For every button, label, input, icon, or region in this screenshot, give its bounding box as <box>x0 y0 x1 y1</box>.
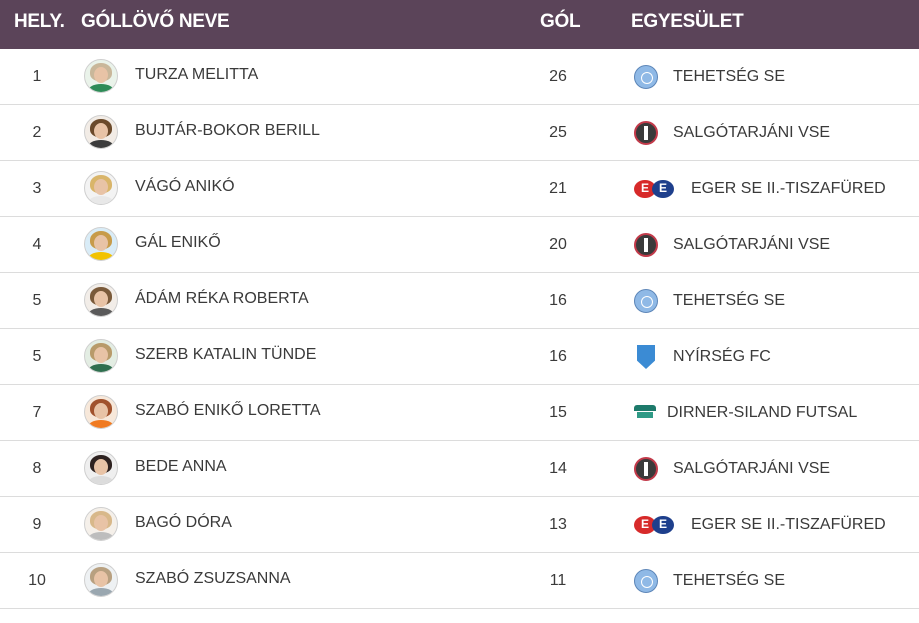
salgotarjani-vse-logo <box>634 233 658 257</box>
salgotarjani-vse-logo <box>634 121 658 145</box>
player-name: VÁGÓ ANIKÓ <box>135 178 235 195</box>
top-scorers-table: HELY. GÓLLÖVŐ NEVE GÓL EGYESÜLET 1 TURZA … <box>0 0 919 609</box>
goals-cell: 16 <box>549 348 567 365</box>
player-avatar <box>84 563 118 597</box>
rank-cell: 8 <box>32 460 42 477</box>
player-avatar <box>84 171 118 205</box>
player-name: TURZA MELITTA <box>135 66 259 83</box>
rank-cell: 5 <box>32 348 42 365</box>
rank-cell: 10 <box>28 572 46 589</box>
table-row: 7 SZABÓ ENIKŐ LORETTA 15 DIRNER-SILAND FUTS… <box>0 385 919 441</box>
player-avatar <box>84 451 118 485</box>
header-name: GÓLLÖVŐ NEVE <box>81 11 230 32</box>
player-name: SZABÓ ENIKŐ LORETTA <box>135 402 321 419</box>
player-name: BEDE ANNA <box>135 458 227 475</box>
rank-cell: 7 <box>32 404 42 421</box>
player-avatar <box>84 395 118 429</box>
table-header: HELY. GÓLLÖVŐ NEVE GÓL EGYESÜLET <box>0 0 919 49</box>
player-name: SZERB KATALIN TÜNDE <box>135 346 317 363</box>
eger-se-logo <box>634 177 676 201</box>
club-name: TEHETSÉG SE <box>673 292 786 309</box>
club-name: SALGÓTARJÁNI VSE <box>673 236 831 253</box>
club-name: EGER SE II.-TISZAFÜRED <box>691 516 886 533</box>
rank-cell: 5 <box>32 292 42 309</box>
table-row: 4 GÁL ENIKŐ 20 SALGÓTARJÁNI VSE <box>0 217 919 273</box>
player-avatar <box>84 115 118 149</box>
club-name: EGER SE II.-TISZAFÜRED <box>691 180 886 197</box>
club-name: TEHETSÉG SE <box>673 68 786 85</box>
player-name: SZABÓ ZSUZSANNA <box>135 570 291 587</box>
table-row: 5 ÁDÁM RÉKA ROBERTA 16 TEHETSÉG SE <box>0 273 919 329</box>
goals-cell: 25 <box>549 124 567 141</box>
table-body: 1 TURZA MELITTA 26 TEHETSÉG SE 2 BUJTÁR-BOKOR… <box>0 49 919 609</box>
nyirseg-fc-logo <box>637 345 655 369</box>
table-row: 10 SZABÓ ZSUZSANNA 11 TEHETSÉG SE <box>0 553 919 609</box>
rank-cell: 2 <box>32 124 42 141</box>
rank-cell: 4 <box>32 236 42 253</box>
rank-cell: 3 <box>32 180 42 197</box>
goals-cell: 21 <box>549 180 567 197</box>
table-row: 3 VÁGÓ ANIKÓ 21 EGER SE II.-TISZAFÜRED <box>0 161 919 217</box>
header-rank: HELY. <box>14 11 65 32</box>
club-name: SALGÓTARJÁNI VSE <box>673 124 831 141</box>
eger-se-logo <box>634 513 676 537</box>
club-name: DIRNER-SILAND FUTSAL <box>667 404 858 421</box>
goals-cell: 20 <box>549 236 567 253</box>
table-row: 9 BAGÓ DÓRA 13 EGER SE II.-TISZAFÜRED <box>0 497 919 553</box>
goals-cell: 26 <box>549 68 567 85</box>
player-avatar <box>84 59 118 93</box>
goals-cell: 11 <box>549 572 567 589</box>
goals-cell: 15 <box>549 404 567 421</box>
tehetseg-se-logo <box>634 65 658 89</box>
club-name: NYÍRSÉG FC <box>673 348 771 365</box>
player-name: BAGÓ DÓRA <box>135 514 232 531</box>
header-goals: GÓL <box>540 11 581 32</box>
header-club: EGYESÜLET <box>631 11 744 32</box>
table-row: 5 SZERB KATALIN TÜNDE 16 NYÍRSÉG FC <box>0 329 919 385</box>
player-avatar <box>84 339 118 373</box>
player-avatar <box>84 227 118 261</box>
table-row: 2 BUJTÁR-BOKOR BERILL 25 SALGÓTARJÁNI VSE <box>0 105 919 161</box>
goals-cell: 13 <box>549 516 567 533</box>
club-name: TEHETSÉG SE <box>673 572 786 589</box>
salgotarjani-vse-logo <box>634 457 658 481</box>
goals-cell: 14 <box>549 460 567 477</box>
rank-cell: 1 <box>32 68 42 85</box>
player-avatar <box>84 283 118 317</box>
player-avatar <box>84 507 118 541</box>
player-name: ÁDÁM RÉKA ROBERTA <box>135 290 309 307</box>
dirner-siland-logo <box>634 405 656 421</box>
tehetseg-se-logo <box>634 289 658 313</box>
player-name: GÁL ENIKŐ <box>135 234 221 251</box>
tehetseg-se-logo <box>634 569 658 593</box>
rank-cell: 9 <box>32 516 42 533</box>
goals-cell: 16 <box>549 292 567 309</box>
table-row: 1 TURZA MELITTA 26 TEHETSÉG SE <box>0 49 919 105</box>
table-row: 8 BEDE ANNA 14 SALGÓTARJÁNI VSE <box>0 441 919 497</box>
club-name: SALGÓTARJÁNI VSE <box>673 460 831 477</box>
player-name: BUJTÁR-BOKOR BERILL <box>135 122 320 139</box>
